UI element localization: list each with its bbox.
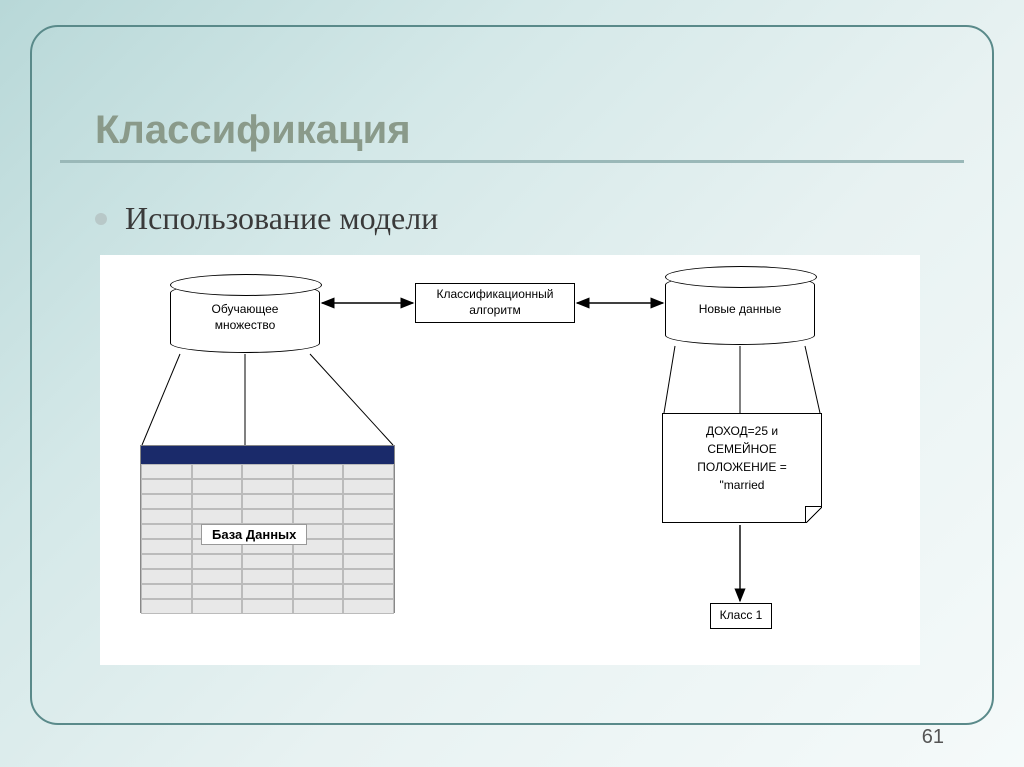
db-table-label: База Данных [201, 524, 307, 545]
algorithm-label-2: алгоритм [469, 303, 521, 317]
new-data-label: Новые данные [666, 302, 814, 318]
node-class-out: Класс 1 [710, 603, 772, 629]
diagram-canvas: Обучающее множество Классификационный ал… [100, 255, 920, 665]
rule-line-3: ПОЛОЖЕНИЕ = [669, 458, 815, 476]
bullet-row: Использование модели [95, 200, 438, 237]
bullet-dot-icon [95, 213, 107, 225]
training-set-label-2: множество [215, 318, 276, 332]
db-table-header [141, 446, 394, 464]
node-new-data: Новые данные [665, 275, 815, 345]
rule-line-1: ДОХОД=25 и [669, 422, 815, 440]
node-db-table: База Данных [140, 445, 395, 613]
node-training-set: Обучающее множество [170, 283, 320, 353]
node-algorithm: Классификационный алгоритм [415, 283, 575, 323]
bullet-text: Использование модели [125, 200, 438, 237]
page-number: 61 [922, 726, 944, 749]
slide-title: Классификация [95, 108, 411, 153]
node-rule-note: ДОХОД=25 и СЕМЕЙНОЕ ПОЛОЖЕНИЕ = "married [662, 413, 822, 523]
training-set-label-1: Обучающее [212, 302, 279, 316]
algorithm-label-1: Классификационный [437, 287, 554, 301]
title-underline [60, 160, 964, 163]
rule-line-4: "married [669, 476, 815, 494]
rule-line-2: СЕМЕЙНОЕ [669, 440, 815, 458]
